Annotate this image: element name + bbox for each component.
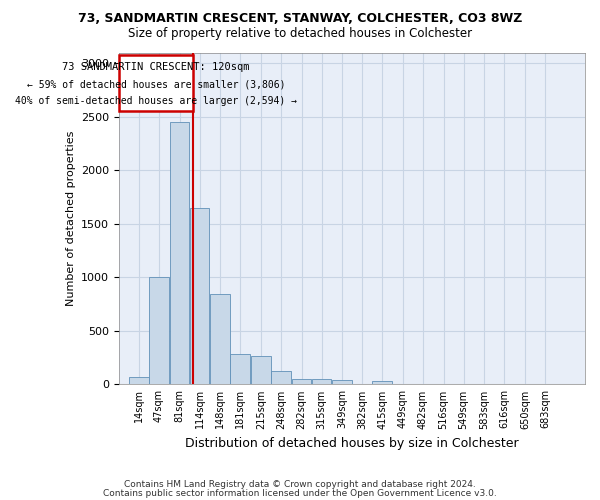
Text: 73, SANDMARTIN CRESCENT, STANWAY, COLCHESTER, CO3 8WZ: 73, SANDMARTIN CRESCENT, STANWAY, COLCHE… bbox=[78, 12, 522, 26]
Y-axis label: Number of detached properties: Number of detached properties bbox=[65, 131, 76, 306]
Bar bbox=[149, 278, 169, 384]
Bar bbox=[373, 380, 392, 384]
Text: 40% of semi-detached houses are larger (2,594) →: 40% of semi-detached houses are larger (… bbox=[15, 96, 297, 106]
Bar bbox=[332, 380, 352, 384]
Bar bbox=[190, 208, 209, 384]
Bar bbox=[292, 378, 311, 384]
Bar bbox=[271, 371, 291, 384]
Text: Contains HM Land Registry data © Crown copyright and database right 2024.: Contains HM Land Registry data © Crown c… bbox=[124, 480, 476, 489]
Bar bbox=[170, 122, 190, 384]
Bar bbox=[129, 378, 149, 384]
X-axis label: Distribution of detached houses by size in Colchester: Distribution of detached houses by size … bbox=[185, 437, 519, 450]
Bar bbox=[211, 294, 230, 384]
Text: ← 59% of detached houses are smaller (3,806): ← 59% of detached houses are smaller (3,… bbox=[27, 79, 286, 89]
Text: Size of property relative to detached houses in Colchester: Size of property relative to detached ho… bbox=[128, 28, 472, 40]
FancyBboxPatch shape bbox=[119, 54, 193, 112]
Text: Contains public sector information licensed under the Open Government Licence v3: Contains public sector information licen… bbox=[103, 490, 497, 498]
Bar bbox=[251, 356, 271, 384]
Text: 73 SANDMARTIN CRESCENT: 120sqm: 73 SANDMARTIN CRESCENT: 120sqm bbox=[62, 62, 250, 72]
Bar bbox=[312, 379, 331, 384]
Bar bbox=[230, 354, 250, 384]
